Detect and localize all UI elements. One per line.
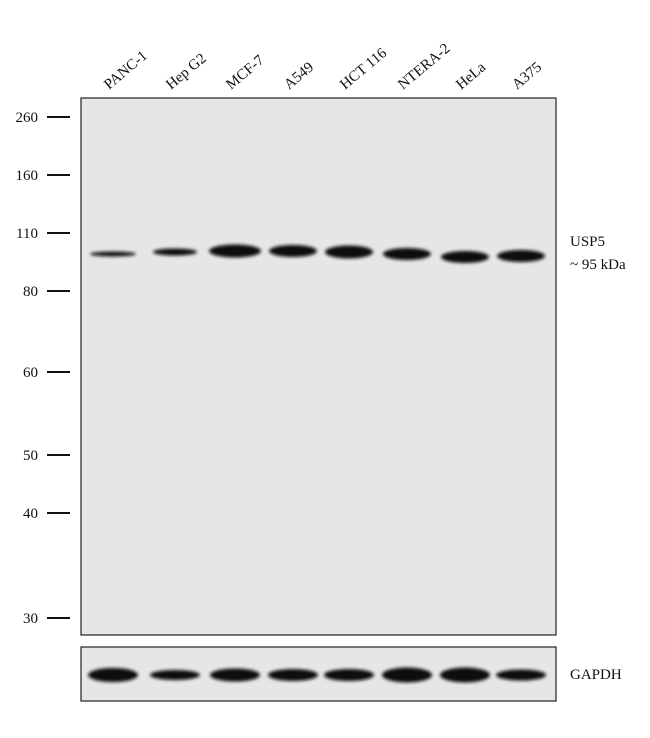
lane-label: MCF-7 xyxy=(223,52,268,93)
marker-label: 160 xyxy=(16,168,39,184)
control-band xyxy=(496,669,546,681)
lane-label: A549 xyxy=(281,59,317,93)
target-size: ~ 95 kDa xyxy=(570,257,626,273)
control-band xyxy=(268,669,318,681)
lane-label: A375 xyxy=(509,59,545,93)
bands xyxy=(88,244,546,683)
lane-label: PANC-1 xyxy=(101,48,150,93)
marker-label: 110 xyxy=(16,226,38,242)
lane-label: HeLa xyxy=(453,59,489,93)
main-blot xyxy=(80,97,557,636)
control-band xyxy=(440,667,490,683)
control-band xyxy=(324,669,374,681)
loading-control-label: GAPDH xyxy=(570,667,622,683)
target-band xyxy=(209,244,261,258)
lane-label: NTERA-2 xyxy=(395,41,453,93)
target-band xyxy=(153,248,197,256)
lane-label: Hep G2 xyxy=(163,51,209,94)
marker-label: 260 xyxy=(16,110,39,126)
target-band xyxy=(383,248,431,260)
control-band xyxy=(210,668,260,682)
target-band xyxy=(441,251,489,263)
target-band xyxy=(497,250,545,262)
target-band xyxy=(269,245,317,257)
control-band xyxy=(150,670,200,680)
target-band xyxy=(90,251,136,257)
marker-label: 40 xyxy=(23,506,38,522)
marker-label: 50 xyxy=(23,448,38,464)
marker-label: 30 xyxy=(23,611,38,627)
marker-label: 60 xyxy=(23,365,38,381)
marker-label: 80 xyxy=(23,284,38,300)
lane-label: HCT 116 xyxy=(337,45,390,93)
target-name: USP5 xyxy=(570,234,605,250)
control-band xyxy=(382,667,432,683)
control-band xyxy=(88,668,138,682)
target-band xyxy=(325,245,373,259)
